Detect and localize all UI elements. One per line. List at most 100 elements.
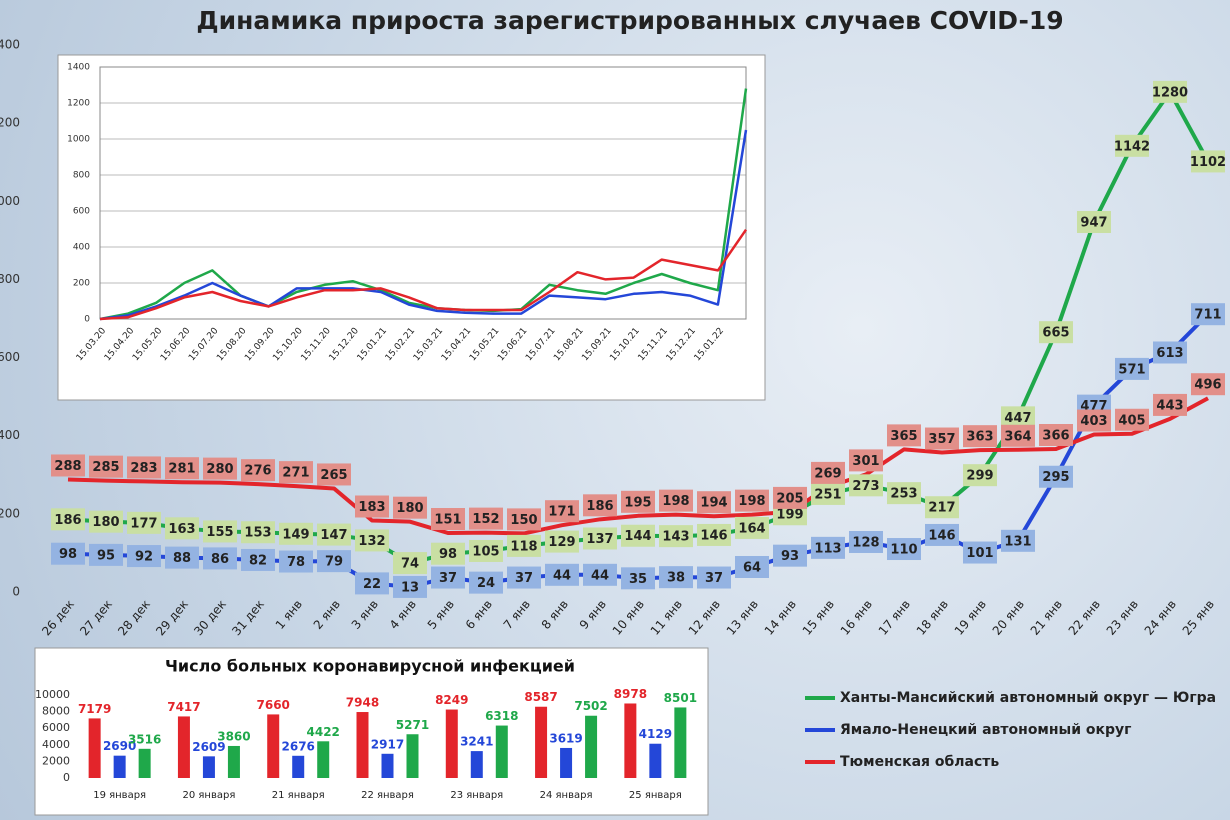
value-label: 273 [852, 479, 879, 494]
value-label-box [507, 534, 541, 557]
bar [113, 755, 126, 778]
value-label: 1102 [1190, 155, 1226, 170]
value-label: 98 [439, 547, 457, 562]
bar-value-label: 8249 [435, 693, 468, 707]
bar [535, 706, 548, 778]
value-label: 613 [1156, 346, 1183, 361]
bar-value-label: 2690 [103, 739, 136, 753]
value-label-box [735, 489, 769, 512]
value-label: 44 [591, 568, 609, 583]
value-label-box [545, 530, 579, 553]
x-tick-label: 30 дек [191, 597, 229, 638]
x-tick-label: 2 янв [311, 597, 343, 632]
value-label-box [621, 567, 655, 590]
value-label: 183 [358, 500, 385, 515]
value-label: 199 [776, 508, 803, 523]
value-label: 149 [282, 527, 309, 542]
value-label-box [1191, 303, 1225, 326]
value-label-box [507, 566, 541, 589]
value-label: 364 [1004, 429, 1031, 444]
value-label: 128 [852, 535, 879, 550]
x-tick-label: 19 января [93, 790, 146, 801]
x-tick-label: 24 января [540, 790, 593, 801]
value-label: 38 [667, 571, 685, 586]
value-label: 186 [54, 513, 81, 528]
x-tick-label: 1 янв [273, 597, 305, 632]
bar-value-label: 7948 [346, 696, 379, 710]
value-label-box [165, 517, 199, 540]
value-label-box [1001, 529, 1035, 552]
value-label-box [887, 424, 921, 447]
value-label-box [735, 516, 769, 539]
value-label-box [507, 508, 541, 531]
inset-frame [57, 54, 766, 401]
value-label-box [469, 507, 503, 530]
bar-value-label: 5271 [396, 718, 429, 732]
value-label: 365 [890, 429, 917, 444]
y-tick-label: 1400 [0, 38, 20, 52]
value-label: 86 [211, 552, 229, 567]
x-tick-label: 21 января [272, 790, 325, 801]
value-label: 110 [890, 543, 917, 558]
value-label: 403 [1080, 414, 1107, 429]
value-label-box [51, 542, 85, 565]
value-label-box [963, 425, 997, 448]
value-label: 180 [92, 515, 119, 530]
value-label: 37 [515, 571, 533, 586]
value-label: 78 [287, 555, 305, 570]
value-label: 217 [928, 501, 955, 516]
x-tick-label: 3 янв [349, 597, 381, 632]
value-label-box [317, 550, 351, 573]
x-tick-label: 6 янв [463, 597, 495, 632]
bar-value-label: 2917 [371, 737, 404, 751]
x-tick-label: 16 янв [838, 597, 875, 638]
value-label: 947 [1080, 215, 1107, 230]
value-label-box [887, 538, 921, 561]
value-label: 665 [1042, 326, 1069, 341]
value-label-box [621, 524, 655, 547]
bar-value-label: 7417 [167, 700, 200, 714]
value-label-box [659, 489, 693, 512]
value-label-box [241, 459, 275, 482]
value-label-box [241, 521, 275, 544]
y-tick-label: 8000 [42, 705, 70, 718]
value-label: 198 [738, 494, 765, 509]
value-label-box [583, 563, 617, 586]
value-label-box [925, 427, 959, 450]
value-label: 155 [206, 525, 233, 540]
bar [624, 703, 637, 778]
value-label-box [431, 566, 465, 589]
bar-value-label: 2609 [192, 740, 225, 754]
bar-value-label: 6318 [485, 709, 518, 723]
value-label-box [735, 555, 769, 578]
bar-value-label: 7660 [257, 698, 290, 712]
value-label: 164 [738, 521, 765, 536]
y-tick-label: 600 [73, 207, 90, 217]
bar-value-label: 4422 [307, 725, 340, 739]
x-tick-label: 10 янв [610, 597, 647, 638]
value-label: 280 [206, 462, 233, 477]
bar-chart-title: Число больных коронавирусной инфекцией [165, 657, 575, 676]
bar [406, 734, 419, 778]
value-label-box [393, 496, 427, 519]
value-label-box [963, 464, 997, 487]
value-label: 146 [928, 528, 955, 543]
value-label-box [317, 463, 351, 486]
y-tick-label: 400 [73, 243, 90, 253]
value-label-box [89, 455, 123, 478]
x-tick-label: 18 янв [914, 597, 951, 638]
value-label-box [1115, 408, 1149, 431]
legend-label: Ханты-Мансийский автономный округ — Югра [840, 690, 1216, 706]
value-label: 118 [510, 539, 537, 554]
value-label-box [1191, 150, 1225, 173]
x-tick-label: 25 января [629, 790, 682, 801]
x-tick-label: 20 янв [990, 597, 1027, 638]
value-label: 180 [396, 501, 423, 516]
value-label-box [1039, 321, 1073, 344]
x-tick-label: 25 янв [1180, 597, 1217, 638]
x-tick-label: 26 дек [39, 597, 77, 638]
value-label-box [963, 541, 997, 564]
series-line [67, 396, 1209, 536]
value-label: 22 [363, 577, 381, 592]
bar-value-label: 7502 [574, 699, 607, 713]
